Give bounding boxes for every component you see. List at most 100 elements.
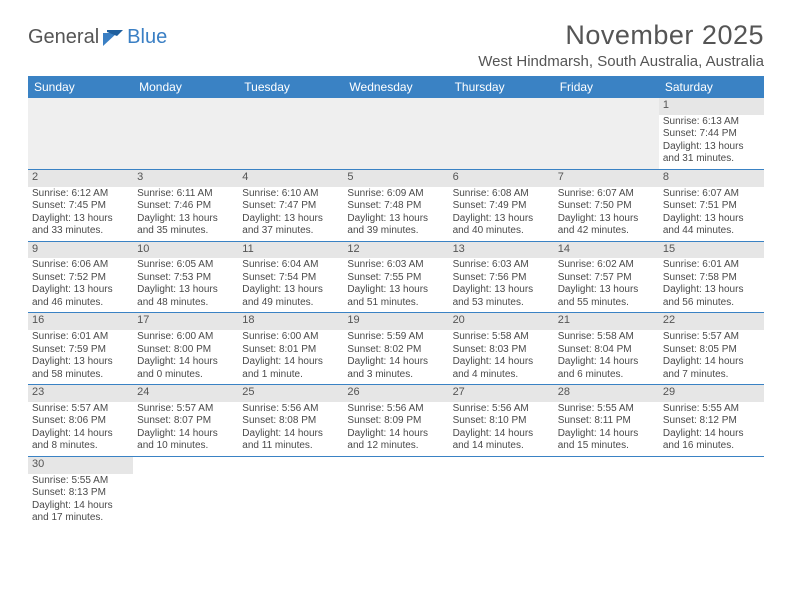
sunset-text: Sunset: 7:56 PM (453, 272, 550, 285)
daylight-text: Daylight: 14 hours and 6 minutes. (558, 356, 655, 381)
sunrise-text: Sunrise: 6:07 AM (663, 188, 760, 201)
daylight-text: Daylight: 13 hours and 53 minutes. (453, 284, 550, 309)
day-cell: 27Sunrise: 5:56 AMSunset: 8:10 PMDayligh… (449, 385, 554, 456)
daylight-text: Daylight: 13 hours and 49 minutes. (242, 284, 339, 309)
day-cell: 17Sunrise: 6:00 AMSunset: 8:00 PMDayligh… (133, 313, 238, 384)
sunset-text: Sunset: 8:07 PM (137, 415, 234, 428)
week-row: 2Sunrise: 6:12 AMSunset: 7:45 PMDaylight… (28, 170, 764, 242)
day-number: 21 (554, 313, 659, 330)
daylight-text: Daylight: 14 hours and 17 minutes. (32, 500, 129, 525)
day-number: 24 (133, 385, 238, 402)
sunset-text: Sunset: 7:50 PM (558, 200, 655, 213)
sunrise-text: Sunrise: 6:05 AM (137, 259, 234, 272)
sunset-text: Sunset: 8:04 PM (558, 344, 655, 357)
sunrise-text: Sunrise: 6:04 AM (242, 259, 339, 272)
sunrise-text: Sunrise: 6:00 AM (242, 331, 339, 344)
sunset-text: Sunset: 7:54 PM (242, 272, 339, 285)
day-cell: 14Sunrise: 6:02 AMSunset: 7:57 PMDayligh… (554, 242, 659, 313)
day-number: 22 (659, 313, 764, 330)
daylight-text: Daylight: 13 hours and 40 minutes. (453, 213, 550, 238)
flag-icon (103, 30, 125, 46)
week-row: 23Sunrise: 5:57 AMSunset: 8:06 PMDayligh… (28, 385, 764, 457)
day-header-sun: Sunday (28, 76, 133, 98)
day-number: 14 (554, 242, 659, 259)
day-number: 7 (554, 170, 659, 187)
sunset-text: Sunset: 7:45 PM (32, 200, 129, 213)
day-cell: 23Sunrise: 5:57 AMSunset: 8:06 PMDayligh… (28, 385, 133, 456)
day-cell: 18Sunrise: 6:00 AMSunset: 8:01 PMDayligh… (238, 313, 343, 384)
sunset-text: Sunset: 7:58 PM (663, 272, 760, 285)
sunset-text: Sunset: 7:46 PM (137, 200, 234, 213)
day-number: 3 (133, 170, 238, 187)
day-header-mon: Monday (133, 76, 238, 98)
sunrise-text: Sunrise: 6:08 AM (453, 188, 550, 201)
sunset-text: Sunset: 8:02 PM (347, 344, 444, 357)
day-number: 25 (238, 385, 343, 402)
sunrise-text: Sunrise: 6:00 AM (137, 331, 234, 344)
daylight-text: Daylight: 13 hours and 48 minutes. (137, 284, 234, 309)
location-subtitle: West Hindmarsh, South Australia, Austral… (478, 53, 764, 70)
logo-text-blue: Blue (127, 26, 167, 49)
sunset-text: Sunset: 7:48 PM (347, 200, 444, 213)
calendar-page: General Blue November 2025 West Hindmars… (0, 0, 792, 548)
month-title: November 2025 (478, 20, 764, 51)
day-cell: 19Sunrise: 5:59 AMSunset: 8:02 PMDayligh… (343, 313, 448, 384)
daylight-text: Daylight: 14 hours and 8 minutes. (32, 428, 129, 453)
day-cell: 15Sunrise: 6:01 AMSunset: 7:58 PMDayligh… (659, 242, 764, 313)
sunrise-text: Sunrise: 6:12 AM (32, 188, 129, 201)
sunrise-text: Sunrise: 5:57 AM (137, 403, 234, 416)
sunset-text: Sunset: 7:49 PM (453, 200, 550, 213)
day-header-sat: Saturday (659, 76, 764, 98)
week-row: 1Sunrise: 6:13 AMSunset: 7:44 PMDaylight… (28, 98, 764, 170)
weeks-container: 1Sunrise: 6:13 AMSunset: 7:44 PMDaylight… (28, 98, 764, 528)
sunset-text: Sunset: 7:52 PM (32, 272, 129, 285)
week-row: 30Sunrise: 5:55 AMSunset: 8:13 PMDayligh… (28, 457, 764, 528)
day-cell (449, 457, 554, 528)
day-cell: 29Sunrise: 5:55 AMSunset: 8:12 PMDayligh… (659, 385, 764, 456)
day-number: 28 (554, 385, 659, 402)
sunrise-text: Sunrise: 5:57 AM (663, 331, 760, 344)
day-number: 26 (343, 385, 448, 402)
day-number: 11 (238, 242, 343, 259)
sunset-text: Sunset: 8:00 PM (137, 344, 234, 357)
sunset-text: Sunset: 8:03 PM (453, 344, 550, 357)
daylight-text: Daylight: 14 hours and 4 minutes. (453, 356, 550, 381)
day-cell: 4Sunrise: 6:10 AMSunset: 7:47 PMDaylight… (238, 170, 343, 241)
sunset-text: Sunset: 7:59 PM (32, 344, 129, 357)
header-row: General Blue November 2025 West Hindmars… (28, 20, 764, 70)
day-number: 1 (659, 98, 764, 115)
week-row: 16Sunrise: 6:01 AMSunset: 7:59 PMDayligh… (28, 313, 764, 385)
sunrise-text: Sunrise: 6:02 AM (558, 259, 655, 272)
day-number: 8 (659, 170, 764, 187)
day-cell: 25Sunrise: 5:56 AMSunset: 8:08 PMDayligh… (238, 385, 343, 456)
daylight-text: Daylight: 14 hours and 10 minutes. (137, 428, 234, 453)
day-number: 10 (133, 242, 238, 259)
sunset-text: Sunset: 7:53 PM (137, 272, 234, 285)
daylight-text: Daylight: 14 hours and 3 minutes. (347, 356, 444, 381)
sunset-text: Sunset: 7:51 PM (663, 200, 760, 213)
sunrise-text: Sunrise: 5:56 AM (453, 403, 550, 416)
day-cell: 24Sunrise: 5:57 AMSunset: 8:07 PMDayligh… (133, 385, 238, 456)
day-cell (554, 98, 659, 169)
sunset-text: Sunset: 8:06 PM (32, 415, 129, 428)
day-cell (238, 457, 343, 528)
day-cell: 21Sunrise: 5:58 AMSunset: 8:04 PMDayligh… (554, 313, 659, 384)
day-number: 12 (343, 242, 448, 259)
sunrise-text: Sunrise: 6:09 AM (347, 188, 444, 201)
day-cell (449, 98, 554, 169)
day-cell: 11Sunrise: 6:04 AMSunset: 7:54 PMDayligh… (238, 242, 343, 313)
day-number: 4 (238, 170, 343, 187)
day-cell: 22Sunrise: 5:57 AMSunset: 8:05 PMDayligh… (659, 313, 764, 384)
sunset-text: Sunset: 8:11 PM (558, 415, 655, 428)
day-cell: 28Sunrise: 5:55 AMSunset: 8:11 PMDayligh… (554, 385, 659, 456)
day-header-wed: Wednesday (343, 76, 448, 98)
daylight-text: Daylight: 13 hours and 56 minutes. (663, 284, 760, 309)
sunset-text: Sunset: 8:13 PM (32, 487, 129, 500)
daylight-text: Daylight: 14 hours and 12 minutes. (347, 428, 444, 453)
sunrise-text: Sunrise: 5:58 AM (453, 331, 550, 344)
day-cell: 5Sunrise: 6:09 AMSunset: 7:48 PMDaylight… (343, 170, 448, 241)
sunset-text: Sunset: 8:10 PM (453, 415, 550, 428)
day-cell: 9Sunrise: 6:06 AMSunset: 7:52 PMDaylight… (28, 242, 133, 313)
day-header-tue: Tuesday (238, 76, 343, 98)
day-number: 17 (133, 313, 238, 330)
